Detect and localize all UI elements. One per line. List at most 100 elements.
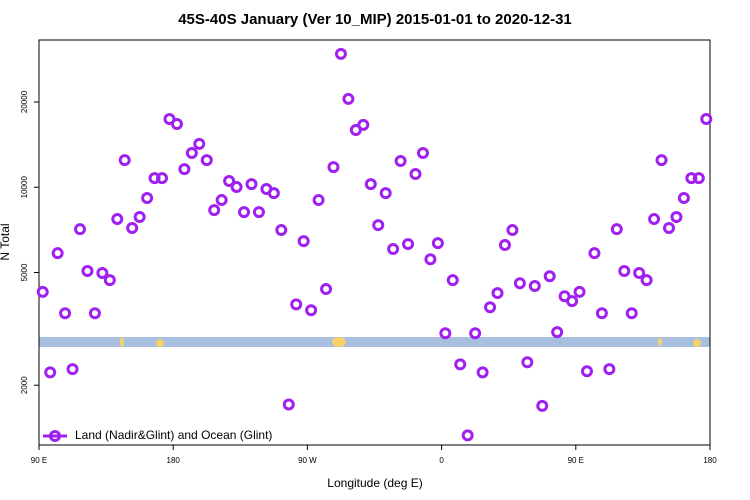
point [454, 358, 467, 371]
point [394, 154, 407, 167]
point [416, 146, 429, 159]
point [364, 178, 377, 191]
chart-title: 45S-40S January (Ver 10_MIP) 2015-01-01 … [178, 11, 572, 28]
point [290, 298, 303, 311]
point [141, 192, 154, 205]
y-tick-label: 10000 [20, 176, 29, 199]
point [252, 206, 265, 219]
point [379, 187, 392, 200]
point [327, 161, 340, 174]
point [409, 167, 422, 180]
point [618, 265, 631, 278]
point [320, 283, 333, 296]
point [342, 92, 355, 105]
y-tick-label: 20000 [20, 90, 29, 113]
point [245, 178, 258, 191]
point [476, 366, 489, 379]
legend-label: Land (Nadir&Glint) and Ocean (Glint) [75, 428, 272, 442]
point [230, 180, 243, 193]
point [573, 285, 586, 298]
x-tick-label: 90 W [298, 456, 317, 465]
point [528, 280, 541, 293]
point [692, 172, 705, 185]
point [588, 247, 601, 260]
point [178, 163, 191, 176]
point [685, 172, 698, 185]
point [461, 429, 474, 442]
point [297, 235, 310, 248]
point [610, 223, 623, 236]
point [148, 172, 161, 185]
point [208, 204, 221, 217]
point [439, 327, 452, 340]
point [566, 295, 579, 308]
point [96, 266, 109, 279]
point [431, 237, 444, 250]
point [491, 287, 504, 300]
point [88, 307, 101, 320]
point [387, 243, 400, 256]
point [103, 274, 116, 287]
point [446, 274, 459, 287]
point [536, 399, 549, 412]
point [670, 211, 683, 224]
point [372, 219, 385, 232]
point [603, 363, 616, 376]
point [506, 224, 519, 237]
point [133, 211, 146, 224]
point [662, 221, 675, 234]
point [521, 356, 534, 369]
y-tick-label: 5000 [20, 263, 29, 281]
point [625, 307, 638, 320]
point [74, 223, 87, 236]
point [498, 239, 511, 252]
point [312, 194, 325, 207]
x-tick-label: 90 E [31, 456, 47, 465]
point [580, 365, 593, 378]
point [275, 224, 288, 237]
point [156, 172, 169, 185]
point [170, 118, 183, 131]
x-axis-label: Longitude (deg E) [327, 476, 422, 490]
point [51, 247, 64, 260]
point [402, 238, 415, 251]
point [223, 174, 236, 187]
point [513, 277, 526, 290]
point [357, 118, 370, 131]
point [111, 213, 124, 226]
point [543, 270, 556, 283]
point [66, 363, 79, 376]
point [126, 221, 139, 234]
point [59, 307, 72, 320]
point [484, 301, 497, 314]
point [305, 304, 318, 317]
point [267, 187, 280, 200]
point [118, 154, 131, 167]
x-tick-label: 0 [439, 456, 444, 465]
y-axis-label: N Total [0, 223, 12, 260]
point [81, 265, 94, 278]
point [193, 137, 206, 150]
point [185, 146, 198, 159]
point [36, 285, 49, 298]
point [215, 194, 228, 207]
point [238, 206, 251, 219]
point [633, 266, 646, 279]
point [551, 326, 564, 339]
x-tick-label: 90 E [568, 456, 584, 465]
plot-frame [38, 39, 711, 446]
point [655, 154, 668, 167]
x-tick-label: 180 [167, 456, 181, 465]
surface-strip [39, 337, 710, 347]
point [200, 154, 213, 167]
point [282, 398, 295, 411]
legend-marker [49, 430, 61, 442]
point [44, 366, 57, 379]
point [424, 253, 437, 266]
point [648, 213, 661, 226]
point [700, 112, 713, 125]
point [640, 274, 653, 287]
point [677, 192, 690, 205]
point [469, 327, 482, 340]
